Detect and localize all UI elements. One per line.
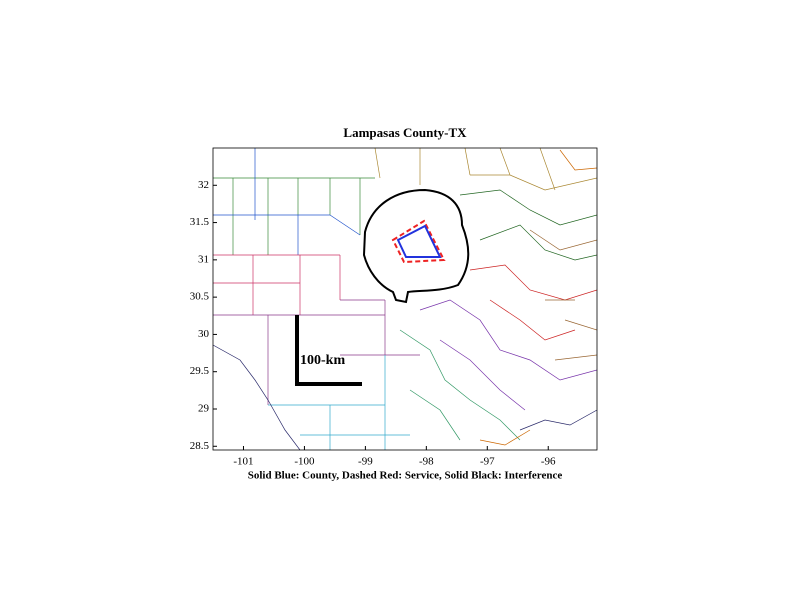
x-tick-label: -99 [358, 456, 373, 468]
x-axis-label: Solid Blue: County, Dashed Red: Service,… [248, 470, 563, 482]
plot-frame [212, 147, 598, 451]
x-tick-label: -101 [233, 456, 253, 468]
y-tick-label: 31.5 [190, 216, 210, 228]
service-contour [391, 219, 446, 264]
y-tick-label: 32 [198, 179, 209, 191]
y-tick-label: 31 [198, 253, 209, 265]
scale-bar [295, 315, 362, 386]
y-tick-label: 29.5 [190, 365, 210, 377]
x-tick-label: -96 [541, 456, 556, 468]
county-boundary [396, 224, 442, 258]
y-tick-label: 30 [198, 328, 210, 340]
scale-label: 100-km [300, 353, 345, 368]
y-tick-label: 28.5 [190, 440, 210, 452]
x-tick-label: -98 [419, 456, 434, 468]
x-tick-label: -100 [294, 456, 315, 468]
x-tick-label: -97 [480, 456, 495, 468]
y-tick-label: 29 [198, 403, 210, 415]
map-title: Lampasas County-TX [343, 125, 467, 140]
interference-contour [362, 188, 470, 304]
y-tick-label: 30.5 [190, 291, 210, 303]
